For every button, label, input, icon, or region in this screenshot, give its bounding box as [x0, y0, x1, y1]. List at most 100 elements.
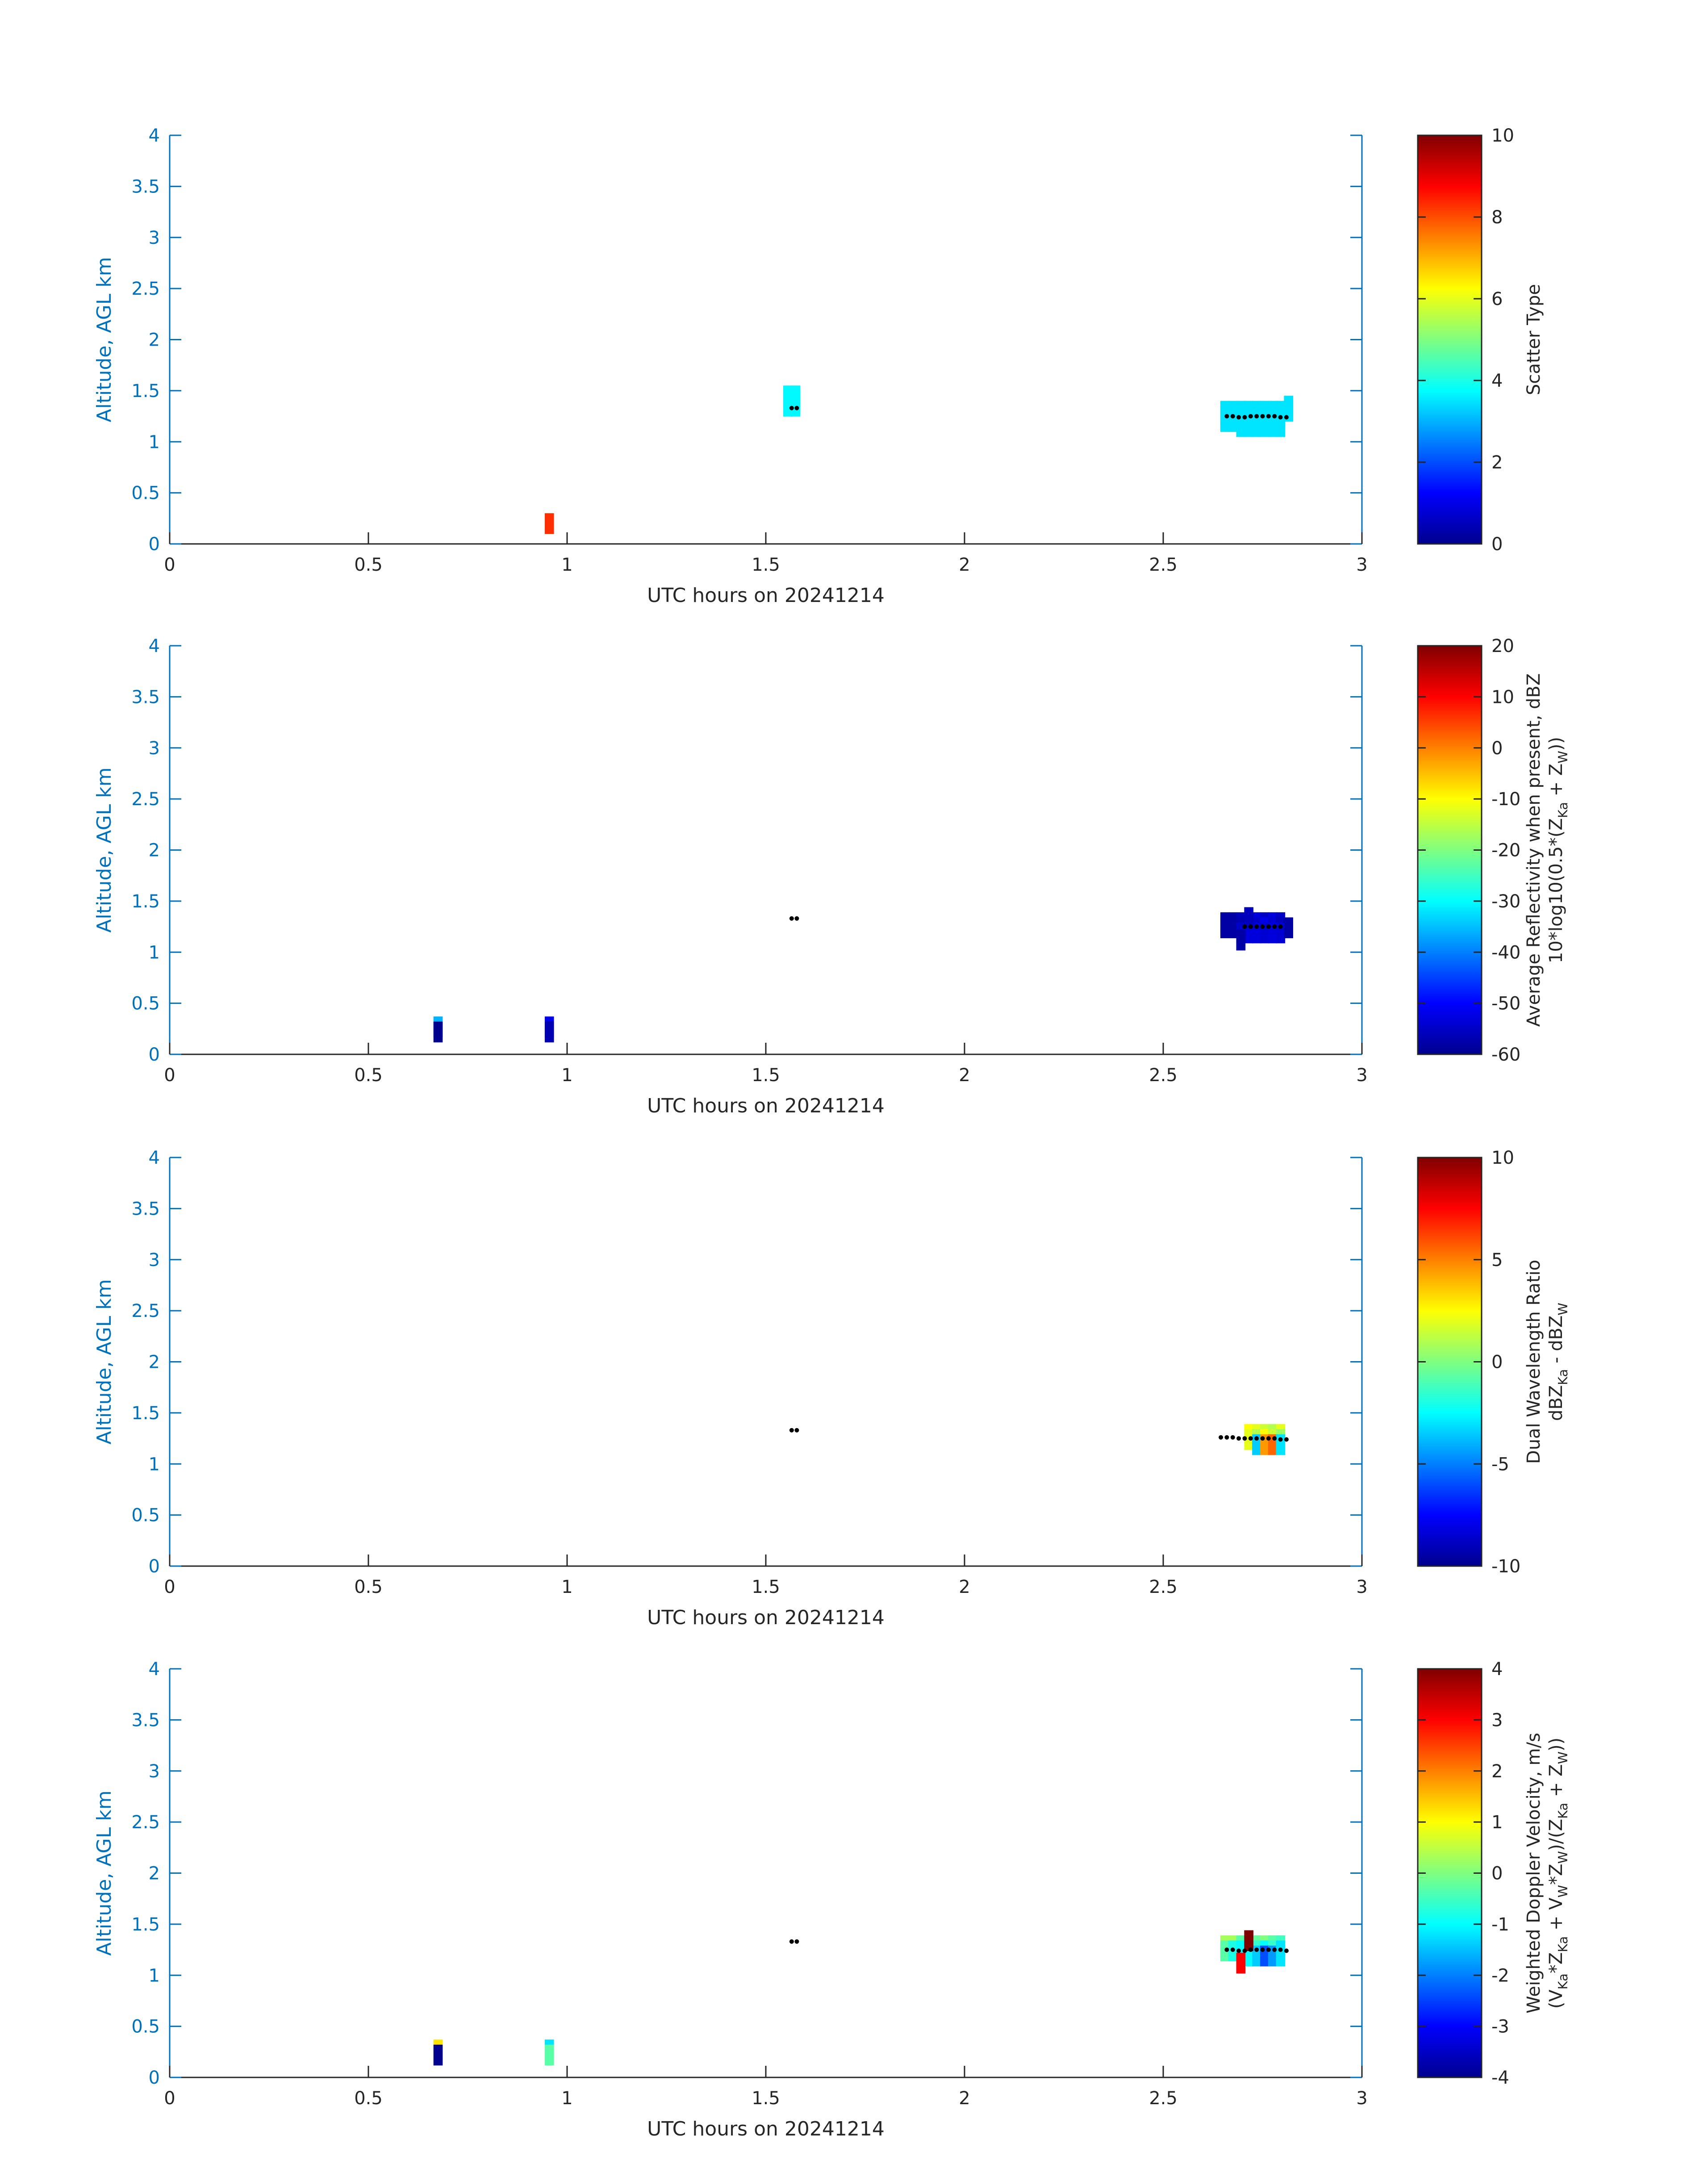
y-tick-label: 0	[149, 534, 160, 555]
y-tick-label: 1.5	[131, 1914, 160, 1935]
heatmap-cell	[1252, 416, 1261, 437]
x-tick-label: 0	[164, 2088, 175, 2109]
y-axis-label: Altitude, AGL km	[93, 257, 116, 422]
x-tick-label: 2	[959, 2088, 970, 2109]
cloud-base-point	[1248, 1947, 1253, 1952]
cloud-base-point	[1224, 1435, 1229, 1440]
cloud-base-point	[1266, 414, 1271, 419]
colorbar-tick-label: 4	[1491, 371, 1503, 391]
colorbar-tick-label: -20	[1491, 840, 1520, 861]
heatmap-cell	[1284, 917, 1293, 938]
x-tick-label: 0	[164, 1577, 175, 1597]
heatmap-cell	[1228, 917, 1238, 938]
y-tick-label: 2.5	[131, 279, 160, 299]
colorbar-label: (VKa​*ZKa​ + VW​*ZW​)/(ZKa​ + ZW​))	[1546, 1738, 1570, 2009]
colorbar-tick-label: -2	[1491, 1965, 1509, 1986]
y-tick-label: 3	[149, 1761, 160, 1782]
y-tick-label: 4	[149, 636, 160, 656]
cloud-base-point	[1242, 924, 1247, 929]
colorbar-tick-label: 4	[1491, 1659, 1503, 1680]
cloud-base-point	[789, 1428, 794, 1433]
heatmap-cell	[1236, 929, 1246, 951]
x-tick-label: 0.5	[354, 555, 383, 575]
y-tick-label: 0	[149, 2068, 160, 2088]
x-tick-label: 3	[1356, 1065, 1367, 1086]
colorbar-tick-label: 10	[1491, 125, 1514, 146]
cloud-base-point	[1266, 1436, 1271, 1441]
cloud-base-point	[789, 1939, 794, 1944]
chart-panel-3: 0 0.5 1 1.5 2 2.5 3 3.5 4 0 0.5 1 1.5 2 2.5 3 UTC hours …	[93, 1148, 1570, 1629]
cloud-base-point	[1248, 924, 1253, 929]
cloud-base-point	[1219, 1435, 1224, 1440]
cloud-base-point	[1248, 414, 1253, 419]
y-axis-label: Altitude, AGL km	[93, 1790, 116, 1956]
heatmap-cell	[1252, 922, 1261, 944]
colorbar-tick-label: -30	[1491, 891, 1520, 912]
cloud-base-point	[1254, 414, 1259, 419]
x-tick-label: 2.5	[1149, 1577, 1178, 1597]
colorbar-label: Scatter Type	[1524, 284, 1544, 395]
heatmap-cell	[1276, 922, 1286, 944]
colorbar-tick-label: -1	[1491, 1914, 1509, 1935]
y-tick-label: 1	[149, 1965, 160, 1986]
colorbar-tick-label: -5	[1491, 1454, 1509, 1475]
colorbar-tick-label: -4	[1491, 2068, 1509, 2088]
cloud-base-point	[794, 1428, 799, 1433]
colorbar-tick-label: 8	[1491, 207, 1503, 228]
heatmap-cell	[1276, 1945, 1286, 1967]
colorbar	[1417, 1668, 1482, 2078]
y-tick-label: 4	[149, 1148, 160, 1168]
heatmap-cell	[1268, 416, 1278, 437]
colorbar-tick-label: 2	[1491, 1761, 1503, 1782]
y-tick-label: 2	[149, 330, 160, 351]
chart-panel-1: 0 0.5 1 1.5 2 2.5 3 3.5 4 0 0.5 1 1.5 2 2.5 3 UTC hours …	[93, 125, 1544, 607]
x-tick-label: 1.5	[752, 555, 780, 575]
x-tick-label: 3	[1356, 2088, 1367, 2109]
x-axis-label: UTC hours on 20241214	[647, 2118, 885, 2140]
cloud-base-point	[794, 1939, 799, 1944]
y-tick-label: 2.5	[131, 1301, 160, 1321]
colorbar-label: 10*log10(0.5*(ZKa​ + ZW​))	[1546, 737, 1570, 963]
heatmap-cell	[1260, 416, 1270, 437]
colorbar-tick-label: -40	[1491, 942, 1520, 963]
y-tick-label: 0.5	[131, 1505, 160, 1526]
heatmap-cell	[1236, 416, 1246, 437]
colorbar-tick-label: 6	[1491, 289, 1503, 309]
cloud-base-point	[1278, 924, 1283, 929]
y-tick-label: 4	[149, 125, 160, 146]
cloud-base-point	[1236, 1948, 1241, 1953]
heatmap-cell	[1220, 411, 1230, 432]
colorbar-tick-label: 0	[1491, 1352, 1503, 1373]
colorbar	[1417, 134, 1482, 545]
y-tick-label: 3.5	[131, 176, 160, 197]
cloud-base-point	[789, 916, 794, 921]
y-tick-label: 4	[149, 1659, 160, 1680]
colorbar-tick-label: 10	[1491, 687, 1514, 707]
x-tick-label: 3	[1356, 555, 1367, 575]
cloud-base-point	[1260, 414, 1265, 419]
x-tick-label: 1	[561, 1065, 572, 1086]
x-tick-label: 1.5	[752, 1577, 780, 1597]
y-tick-label: 0.5	[131, 994, 160, 1014]
x-axis-label: UTC hours on 20241214	[647, 1606, 885, 1629]
cloud-base-point	[1266, 924, 1271, 929]
cloud-base-point	[1284, 415, 1289, 420]
colorbar-tick-label: -50	[1491, 994, 1520, 1014]
x-tick-label: 1	[561, 555, 572, 575]
cloud-base-point	[1260, 1436, 1265, 1441]
x-tick-label: 2	[959, 1065, 970, 1086]
x-tick-label: 1.5	[752, 2088, 780, 2109]
cloud-base-point	[794, 405, 799, 410]
cloud-base-point	[1236, 1436, 1241, 1441]
cloud-base-point	[1272, 924, 1277, 929]
y-tick-label: 0.5	[131, 2017, 160, 2037]
cloud-base-point	[789, 405, 794, 410]
colorbar-label: dBZKa​ - dBZW​	[1546, 1303, 1570, 1421]
cloud-base-point	[1260, 1947, 1265, 1952]
y-tick-label: 3.5	[131, 687, 160, 707]
heatmap-cell	[544, 2044, 554, 2066]
x-tick-label: 0.5	[354, 1577, 383, 1597]
cloud-base-point	[1242, 1436, 1247, 1441]
y-axis-label: Altitude, AGL km	[93, 767, 116, 932]
